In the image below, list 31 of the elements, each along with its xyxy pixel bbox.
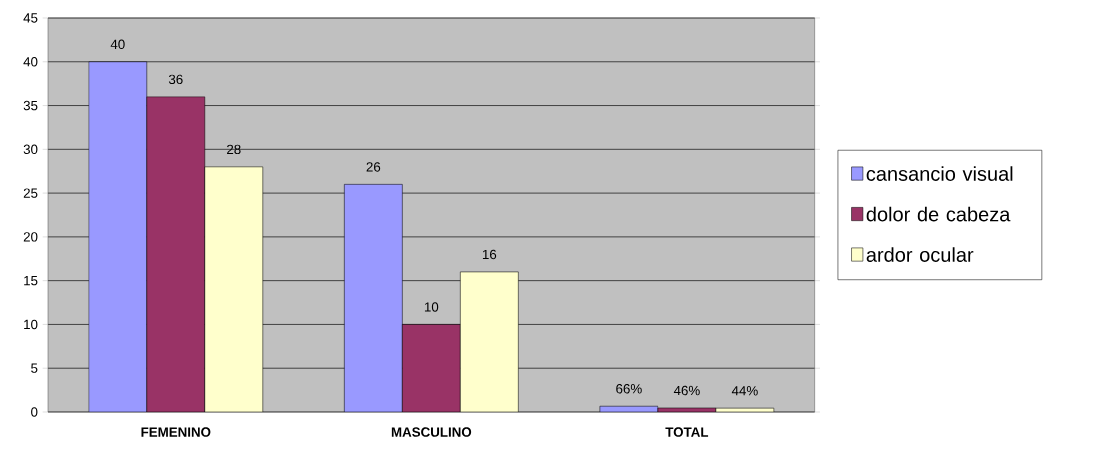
legend-label: dolor de cabeza (866, 206, 1011, 222)
y-tick-label: 35 (23, 100, 38, 111)
data-label: 46% (673, 385, 700, 396)
y-tick-label: 10 (24, 319, 38, 330)
data-label: 36 (168, 74, 183, 85)
y-tick-label: 40 (23, 57, 38, 67)
x-tick-label: TOTAL (665, 427, 709, 437)
data-label: 10 (424, 302, 439, 312)
data-label: 16 (482, 249, 497, 260)
bar (460, 271, 519, 412)
bar (204, 166, 264, 412)
legend-label: cansancio visual (866, 166, 1013, 181)
bar (402, 324, 461, 412)
y-tick-label: 45 (23, 13, 38, 23)
y-tick-label: 5 (31, 363, 38, 373)
data-label: 66% (616, 384, 642, 394)
data-label: 26 (366, 162, 381, 172)
y-tick-label: 30 (23, 144, 38, 155)
bar (146, 96, 206, 412)
y-tick-label: 0 (31, 407, 38, 417)
legend-label: ardor ocular (866, 247, 974, 262)
data-label: 44% (731, 386, 758, 396)
y-tick-label: 20 (23, 232, 38, 242)
bar (344, 184, 403, 412)
x-tick-label: FEMENINO (141, 427, 211, 437)
data-label: 28 (227, 144, 241, 155)
y-tick-label: 25 (23, 188, 38, 198)
x-tick-label: MASCULINO (391, 427, 472, 437)
data-label: 40 (110, 39, 125, 50)
bar (88, 61, 148, 412)
y-tick-label: 15 (24, 276, 38, 286)
